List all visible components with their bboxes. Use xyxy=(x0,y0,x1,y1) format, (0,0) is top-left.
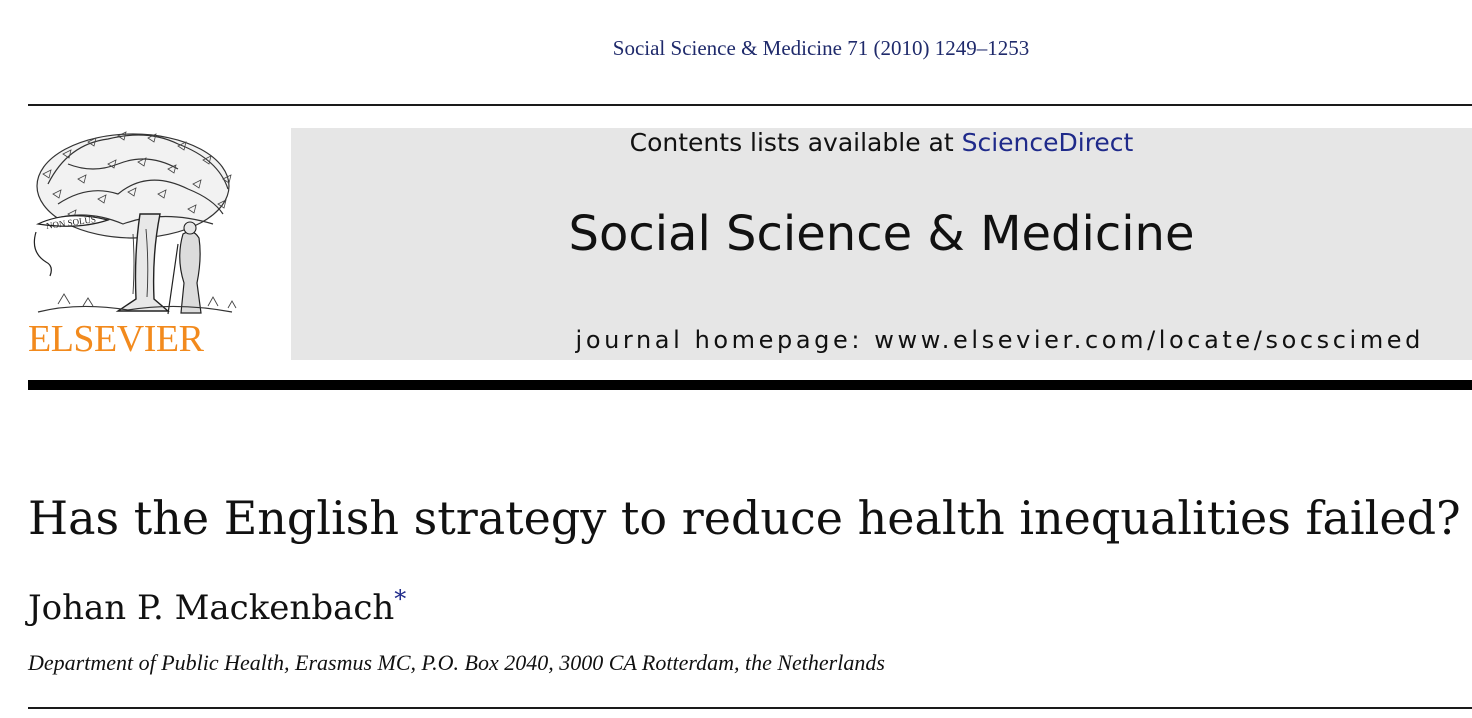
header-thick-divider xyxy=(28,380,1472,390)
top-divider xyxy=(28,104,1472,106)
journal-homepage[interactable]: journal homepage: www.elsevier.com/locat… xyxy=(575,326,1424,354)
author-name: Johan P. Mackenbach xyxy=(28,588,395,628)
journal-citation[interactable]: Social Science & Medicine 71 (2010) 1249… xyxy=(612,36,1030,60)
contents-availability: Contents lists available at ScienceDirec… xyxy=(291,128,1472,157)
author-line: Johan P. Mackenbach* xyxy=(28,585,406,628)
journal-banner: Contents lists available at ScienceDirec… xyxy=(291,128,1472,360)
bottom-divider xyxy=(28,707,1472,709)
elsevier-wordmark: ELSEVIER xyxy=(28,318,204,360)
elsevier-tree-logo-icon: NON SOLUS xyxy=(28,124,242,364)
article-title: Has the English strategy to reduce healt… xyxy=(28,491,1461,545)
author-affiliation: Department of Public Health, Erasmus MC,… xyxy=(28,650,885,675)
corresponding-author-marker[interactable]: * xyxy=(394,585,407,613)
sciencedirect-link[interactable]: ScienceDirect xyxy=(961,128,1134,157)
journal-title: Social Science & Medicine xyxy=(568,206,1195,262)
contents-prefix: Contents lists available at xyxy=(629,128,962,157)
